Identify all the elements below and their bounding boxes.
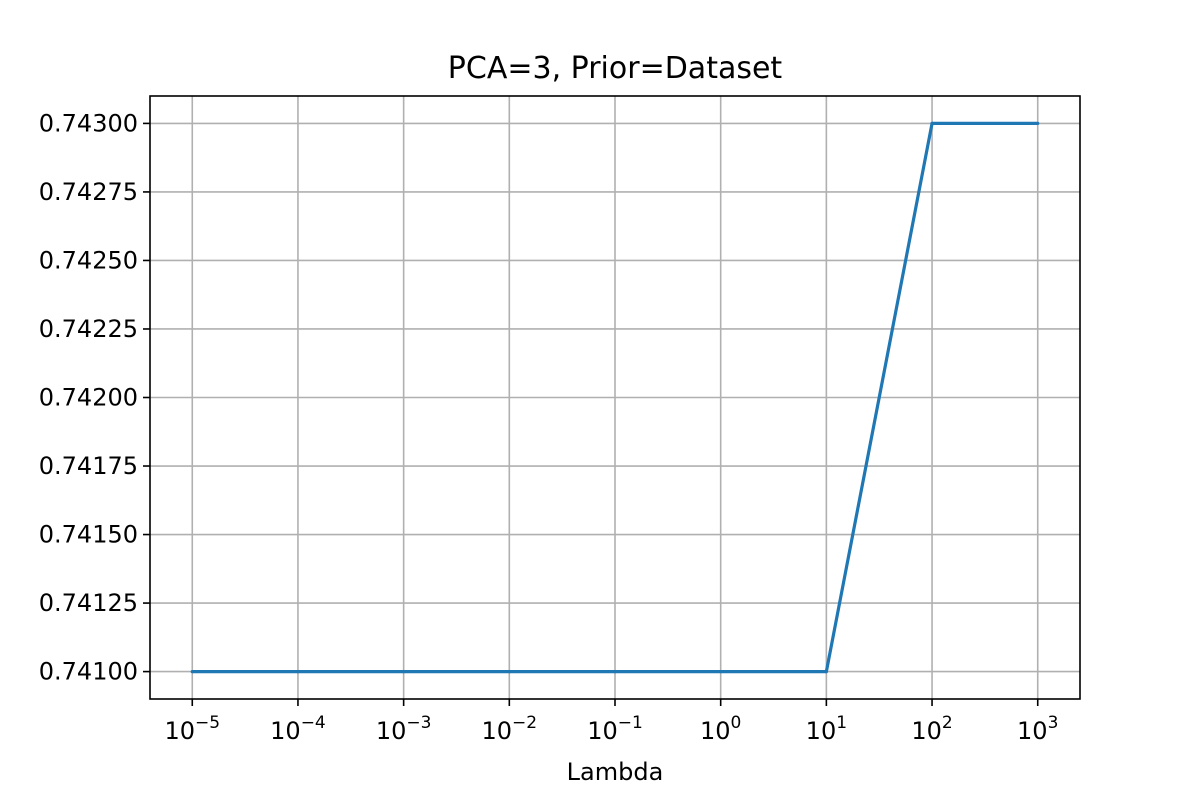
y-tick-label: 0.74225 xyxy=(39,315,138,343)
x-tick-label: 10−5 xyxy=(164,713,220,745)
x-tick-exponent: 0 xyxy=(731,713,742,733)
data-point xyxy=(824,669,828,674)
x-tick-label: 10−2 xyxy=(482,713,538,745)
x-tick-base: 10 xyxy=(482,717,513,745)
x-tick-label: 101 xyxy=(806,713,847,745)
x-tick-label: 10−1 xyxy=(587,713,643,745)
data-point xyxy=(507,669,511,674)
x-tick-exponent: −3 xyxy=(406,713,431,733)
x-tick-base: 10 xyxy=(700,717,731,745)
data-point xyxy=(190,669,194,674)
y-tick-label: 0.74250 xyxy=(39,246,138,274)
y-tick-label: 0.74300 xyxy=(39,109,138,137)
x-tick-exponent: −5 xyxy=(195,713,220,733)
x-tick-base: 10 xyxy=(1017,717,1048,745)
chart-title: PCA=3, Prior=Dataset xyxy=(448,51,783,86)
data-point xyxy=(930,121,934,126)
y-tick-label: 0.74275 xyxy=(39,178,138,206)
x-tick-label: 103 xyxy=(1017,713,1058,745)
y-tick-label: 0.74100 xyxy=(39,658,138,686)
data-point xyxy=(1036,121,1040,126)
x-tick-base: 10 xyxy=(587,717,618,745)
y-tick-label: 0.74200 xyxy=(39,384,138,412)
x-tick-exponent: −1 xyxy=(618,713,643,733)
x-tick-label: 100 xyxy=(700,713,741,745)
y-tick-label: 0.74150 xyxy=(39,521,138,549)
x-tick-base: 10 xyxy=(911,717,942,745)
data-point xyxy=(613,669,617,674)
data-point xyxy=(296,669,300,674)
x-tick-label: 10−3 xyxy=(376,713,432,745)
y-axis: 0.74100 0.74125 0.74150 0.74175 0.74200 0.742… xyxy=(39,109,150,686)
y-tick-label: 0.74125 xyxy=(39,589,138,617)
x-tick-exponent: 1 xyxy=(836,713,847,733)
x-tick-exponent: 2 xyxy=(942,713,953,733)
data-point xyxy=(402,669,406,674)
data-point xyxy=(719,669,723,674)
x-tick-base: 10 xyxy=(164,717,195,745)
x-tick-exponent: −2 xyxy=(512,713,537,733)
series-layer xyxy=(190,121,1040,674)
x-tick-label: 102 xyxy=(911,713,952,745)
x-tick-exponent: −4 xyxy=(301,713,326,733)
x-tick-base: 10 xyxy=(376,717,407,745)
x-tick-label: 10−4 xyxy=(270,713,326,745)
x-tick-base: 10 xyxy=(806,717,837,745)
grid xyxy=(150,96,1080,699)
x-tick-base: 10 xyxy=(270,717,301,745)
y-tick-label: 0.74175 xyxy=(39,452,138,480)
x-axis: 10−5 10−4 10−3 10−2 10−1 100 101 102 103 xyxy=(164,699,1058,745)
x-tick-exponent: 3 xyxy=(1048,713,1059,733)
x-axis-label: Lambda xyxy=(567,758,664,786)
